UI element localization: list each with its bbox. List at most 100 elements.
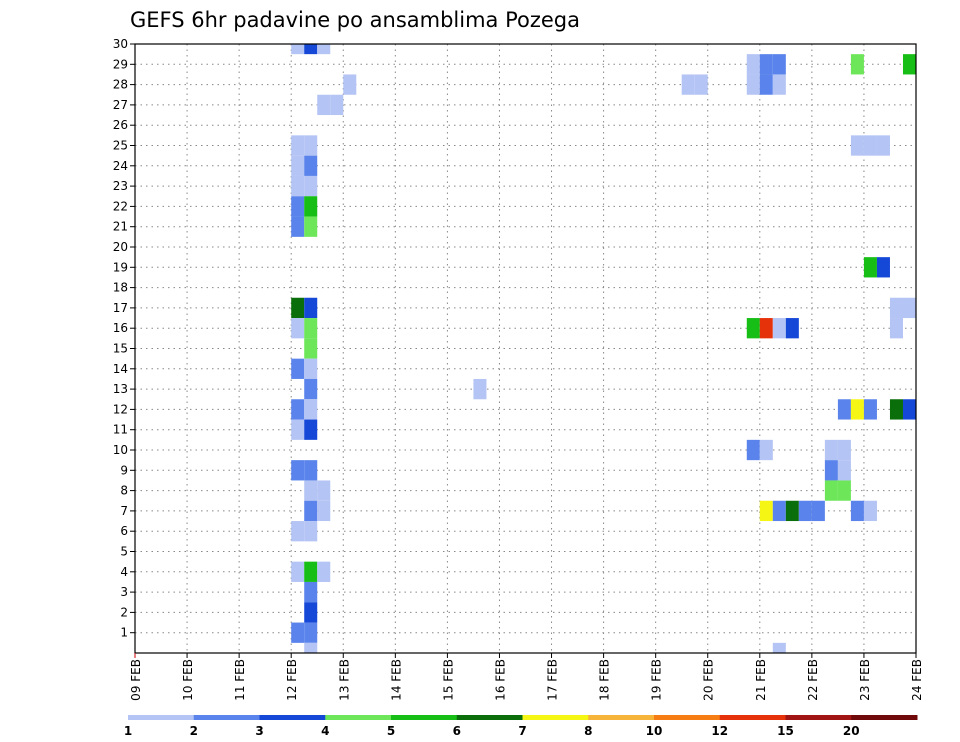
heatmap-cell xyxy=(304,602,318,623)
legend-label: 5 xyxy=(387,724,395,738)
heatmap-cell xyxy=(304,500,318,522)
heatmap-cell xyxy=(304,460,318,481)
y-tick-label: 19 xyxy=(113,260,128,274)
heatmap-cell xyxy=(291,358,305,379)
heatmap-cell xyxy=(304,338,318,359)
heatmap-cell xyxy=(304,561,318,582)
heatmap-cell xyxy=(772,642,786,653)
heatmap-cell xyxy=(759,500,773,522)
y-tick-label: 17 xyxy=(113,301,128,315)
y-tick-label: 5 xyxy=(120,545,128,559)
x-tick-label: 14 FEB xyxy=(389,659,403,701)
heatmap-cell xyxy=(291,155,305,176)
legend-swatch xyxy=(785,715,852,720)
heatmap-cell xyxy=(837,439,851,461)
heatmap-cell xyxy=(304,521,318,542)
y-tick-label: 23 xyxy=(113,179,128,193)
heatmap-cell xyxy=(759,439,773,461)
heatmap-cell xyxy=(291,216,305,237)
legend-swatch xyxy=(654,715,721,720)
heatmap-cell xyxy=(291,622,305,643)
x-tick-label: 18 FEB xyxy=(598,659,612,701)
y-tick-label: 22 xyxy=(113,199,128,213)
legend-label: 10 xyxy=(646,724,663,738)
color-legend: 1 2 3 4 5 6 7 8 10 12 15 20 xyxy=(124,715,918,738)
y-tick-label: 12 xyxy=(113,402,128,416)
heatmap-cell xyxy=(304,399,318,420)
y-tick-label: 6 xyxy=(120,524,128,538)
heatmap-cell xyxy=(304,155,318,176)
chart-title: GEFS 6hr padavine po ansamblima Pozega xyxy=(130,8,580,32)
y-axis-ticks: 1234567891011121314151617181920212223242… xyxy=(113,37,135,640)
y-tick-label: 3 xyxy=(120,585,128,599)
heatmap-cell xyxy=(291,399,305,420)
heatmap-cell xyxy=(317,500,331,522)
heatmap-cell xyxy=(902,399,916,420)
y-tick-label: 29 xyxy=(113,57,128,71)
heatmap-cell xyxy=(824,439,838,461)
heatmap-cell xyxy=(889,297,903,319)
x-tick-label: 11 FEB xyxy=(233,659,247,701)
heatmap-cell xyxy=(304,297,318,319)
heatmap-cell xyxy=(863,399,877,420)
heatmap-cell xyxy=(304,378,318,400)
y-tick-label: 2 xyxy=(120,605,128,619)
x-tick-label: 23 FEB xyxy=(858,659,872,701)
legend-swatch xyxy=(193,715,260,720)
y-tick-label: 16 xyxy=(113,321,128,335)
heatmap-cell xyxy=(304,135,318,156)
heatmap-cell xyxy=(772,74,786,95)
heatmap-cell xyxy=(798,500,812,522)
y-tick-label: 4 xyxy=(120,565,128,579)
heatmap-cell xyxy=(291,196,305,217)
x-tick-label: 20 FEB xyxy=(702,659,716,701)
heatmap-cell xyxy=(850,135,864,156)
heatmap-cell xyxy=(746,318,760,339)
heatmap-cell xyxy=(850,399,864,420)
heatmap-cell xyxy=(876,135,890,156)
x-tick-label: 22 FEB xyxy=(806,659,820,701)
heatmap-cell xyxy=(317,561,331,582)
heatmap-cell xyxy=(317,44,331,55)
legend-swatch xyxy=(719,715,786,720)
heatmap-cell xyxy=(902,54,916,75)
legend-swatch xyxy=(259,715,326,720)
heatmap-cell xyxy=(291,318,305,339)
heatmap-cell xyxy=(785,318,799,339)
legend-label: 8 xyxy=(584,724,592,738)
heatmap-cell xyxy=(304,480,318,501)
x-axis-ticks: 09 FEB 10 FEB 11 FEB 12 FEB 13 FEB 14 FEB 15 F… xyxy=(129,653,924,701)
y-tick-label: 20 xyxy=(113,240,128,254)
heatmap-cell xyxy=(746,439,760,461)
y-tick-label: 28 xyxy=(113,78,128,92)
heatmap-cell xyxy=(863,135,877,156)
legend-label: 12 xyxy=(711,724,728,738)
heatmap-cell xyxy=(291,460,305,481)
x-tick-label: 13 FEB xyxy=(337,659,351,701)
y-tick-label: 10 xyxy=(113,443,128,457)
heatmap-cell xyxy=(304,358,318,379)
heatmap-cell xyxy=(824,460,838,481)
heatmap-cell xyxy=(759,74,773,95)
heatmap-cell xyxy=(291,297,305,319)
y-tick-label: 13 xyxy=(113,382,128,396)
y-tick-label: 18 xyxy=(113,281,128,295)
legend-label: 1 xyxy=(124,724,132,738)
heatmap-cell xyxy=(330,94,344,116)
heatmap-cell xyxy=(759,54,773,75)
heatmap-cell xyxy=(304,44,318,55)
y-tick-label: 15 xyxy=(113,342,128,356)
x-tick-label: 17 FEB xyxy=(546,659,560,701)
heatmap-cell xyxy=(317,480,331,501)
heatmap-cell xyxy=(291,561,305,582)
heatmap-cell xyxy=(291,419,305,440)
legend-swatch xyxy=(588,715,655,720)
heatmap-cell xyxy=(772,54,786,75)
heatmap-cell xyxy=(343,74,357,95)
heatmap-cell xyxy=(889,318,903,339)
x-tick-label: 15 FEB xyxy=(441,659,455,701)
heatmap-cell xyxy=(746,54,760,75)
heatmap-cell xyxy=(291,135,305,156)
y-tick-label: 11 xyxy=(113,423,128,437)
